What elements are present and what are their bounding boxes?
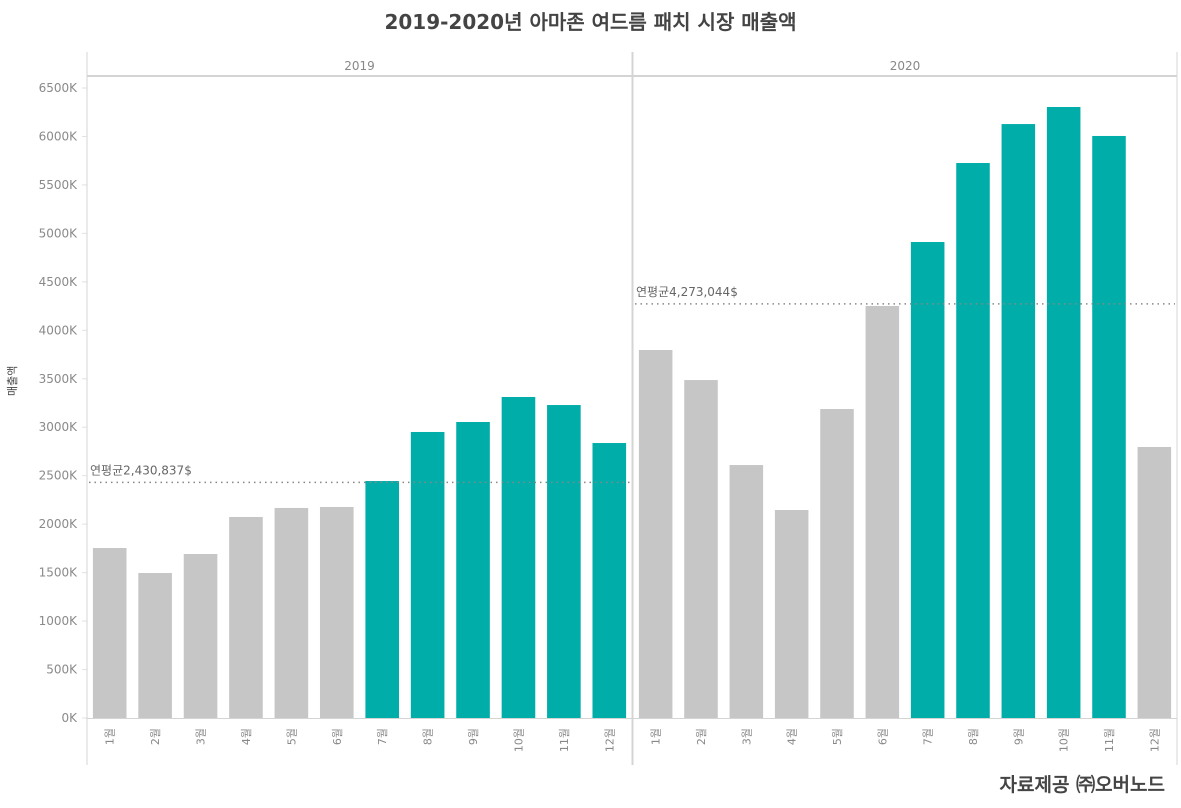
average-label-2019: 연평균2,430,837$ [90,463,192,477]
bar-2019-10 [501,396,536,718]
y-tick-label: 6000K [39,129,79,143]
bar-2019-1 [92,547,127,718]
bar-2020-7 [910,242,945,718]
y-tick-label: 6500K [39,81,79,95]
bar-2019-8 [410,431,445,718]
x-tick-label: 1월 [650,728,663,745]
x-tick-label: 6월 [331,728,344,745]
x-tick-label: 10월 [1058,728,1071,752]
x-tick-label: 11월 [558,728,571,752]
bar-2019-12 [592,443,627,718]
bar-2020-5 [820,409,854,718]
bar-2019-4 [229,516,263,718]
bar-2019-5 [274,507,309,718]
x-tick-label: 9월 [467,728,480,745]
x-tick-label: 3월 [195,728,208,745]
bar-2020-10 [1046,106,1081,718]
x-tick-label: 12월 [603,728,616,752]
source-credit: 자료제공 ㈜오버노드 [999,774,1165,796]
x-tick-label: 5월 [285,728,298,745]
x-tick-label: 6월 [876,728,889,745]
y-tick-label: 5000K [39,226,79,240]
x-tick-label: 8월 [967,728,980,745]
bar-2020-8 [956,163,990,719]
y-tick-label: 0K [61,711,78,725]
x-tick-label: 7월 [376,728,389,745]
y-tick-label: 1500K [39,566,79,580]
bar-2020-6 [865,305,900,718]
x-tick-label: 5월 [831,728,844,745]
x-tick-label: 12월 [1148,728,1161,752]
x-tick-label: 9월 [1012,728,1025,745]
x-tick-label: 2월 [149,728,162,745]
x-tick-label: 4월 [240,728,253,745]
y-tick-label: 2000K [39,517,79,531]
x-tick-label: 8월 [422,728,435,745]
bar-2020-1 [638,349,673,718]
x-tick-label: 7월 [922,728,935,745]
average-label-2020: 연평균4,273,044$ [636,285,738,299]
x-tick-label: 4월 [786,728,799,745]
bar-2020-4 [774,510,809,718]
y-tick-label: 5500K [39,178,79,192]
bar-2019-2 [138,573,172,718]
bar-2020-3 [729,465,764,718]
y-tick-label: 4500K [39,275,79,289]
x-tick-label: 2월 [695,728,708,745]
y-tick-label: 500K [46,663,78,677]
y-tick-label: 2500K [39,469,79,483]
x-tick-label: 10월 [512,728,525,752]
bar-2019-7 [365,481,400,718]
y-tick-label: 3000K [39,420,79,434]
panel-label-2020: 2020 [890,59,921,73]
y-tick-label: 3500K [39,372,79,386]
y-tick-label: 4000K [39,323,79,337]
y-tick-label: 1000K [39,614,79,628]
bar-2019-6 [319,506,354,718]
chart-title: 2019-2020년 아마존 여드름 패치 시장 매출액 [384,10,797,34]
x-tick-label: 11월 [1103,728,1116,752]
bar-2020-9 [1001,124,1036,719]
panel-label-2019: 2019 [344,59,375,73]
bar-2019-11 [547,405,581,718]
x-tick-label: 3월 [740,728,753,745]
bar-2019-9 [456,421,490,718]
bar-2020-11 [1092,135,1126,718]
bar-2020-12 [1137,447,1172,718]
bar-2020-2 [684,380,718,718]
x-tick-label: 1월 [104,728,117,745]
bar-2019-3 [183,554,218,718]
